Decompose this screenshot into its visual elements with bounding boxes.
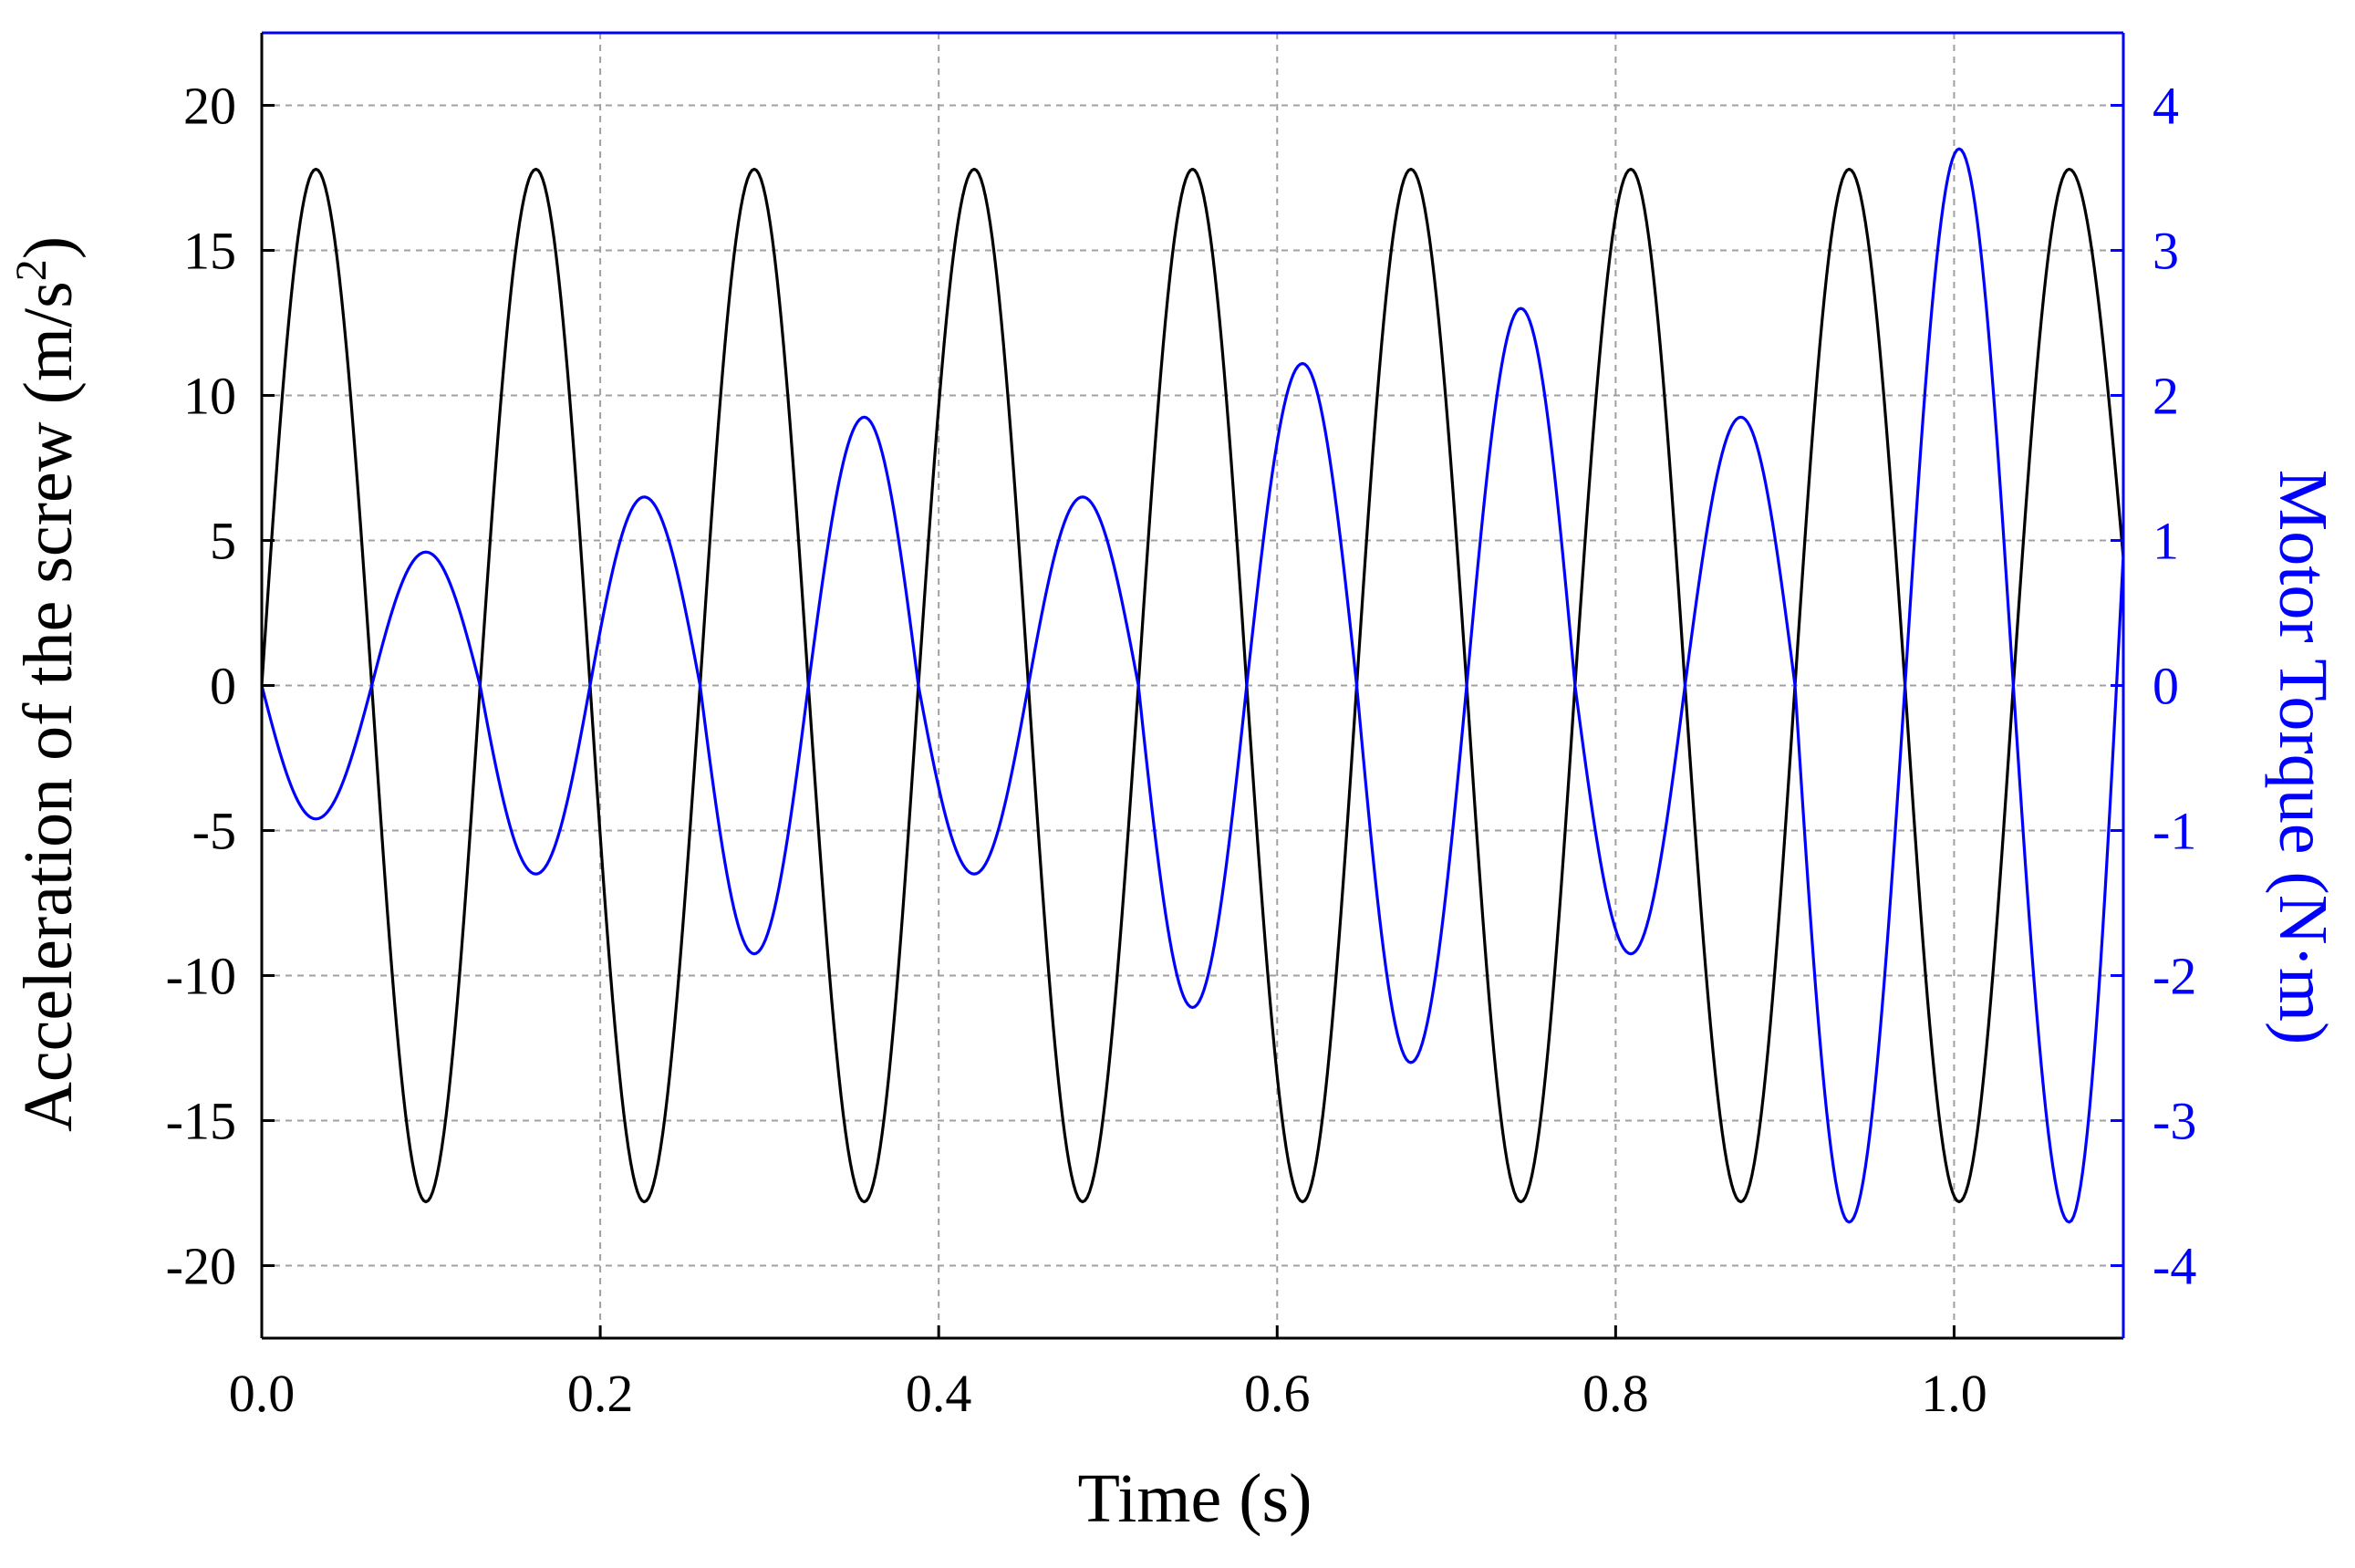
y-right-tick-label: 3 <box>2153 222 2179 281</box>
y-left-tick-label: 15 <box>183 222 236 281</box>
y-axis-left-title-main: Acceleration of the screw (m/s <box>10 281 87 1132</box>
series-group <box>260 147 2125 1224</box>
y-left-tick-label: 0 <box>210 657 236 716</box>
x-tick-label: 0.2 <box>567 1364 634 1423</box>
y-axis-left-title: Acceleration of the screw (m/s2) <box>7 236 87 1132</box>
acceleration-series-line <box>260 167 2125 1204</box>
x-axis-title: Time (s) <box>1078 1460 1312 1537</box>
y-right-tick-label: -2 <box>2153 947 2196 1006</box>
x-tick-label: 0.0 <box>229 1364 296 1423</box>
y-right-tick-label: 1 <box>2153 512 2179 571</box>
y-axis-left-title-close: ) <box>10 236 87 259</box>
y-left-tick-label: -20 <box>166 1237 236 1296</box>
y-left-tick-label: -10 <box>166 947 236 1006</box>
x-tick-label: 1.0 <box>1921 1364 1987 1423</box>
tick-labels: 0.0 0.2 0.4 0.6 0.8 1.020151050-5-10-15-20432… <box>166 77 2197 1424</box>
y-right-tick-label: -4 <box>2153 1237 2196 1296</box>
y-axis-left-title-superscript: 2 <box>7 259 56 281</box>
y-right-tick-label: 2 <box>2153 367 2179 426</box>
grid <box>261 33 2123 1338</box>
y-left-tick-label: -15 <box>166 1092 236 1151</box>
axes <box>260 31 2125 1340</box>
y-right-tick-label: 4 <box>2153 77 2179 136</box>
x-tick-label: 0.8 <box>1582 1364 1649 1423</box>
y-right-tick-label: 0 <box>2153 657 2179 716</box>
torque-series-line <box>260 147 2125 1224</box>
y-left-tick-label: 5 <box>210 512 236 571</box>
x-tick-label: 0.6 <box>1244 1364 1311 1423</box>
y-left-tick-label: -5 <box>192 802 236 861</box>
y-right-tick-label: -3 <box>2153 1092 2196 1151</box>
y-left-tick-label: 10 <box>183 367 236 426</box>
y-axis-right-title: Motor Torque (N·m) <box>2265 470 2341 1045</box>
y-right-tick-label: -1 <box>2153 802 2196 861</box>
y-left-tick-label: 20 <box>183 77 236 136</box>
x-tick-label: 0.4 <box>906 1364 972 1423</box>
